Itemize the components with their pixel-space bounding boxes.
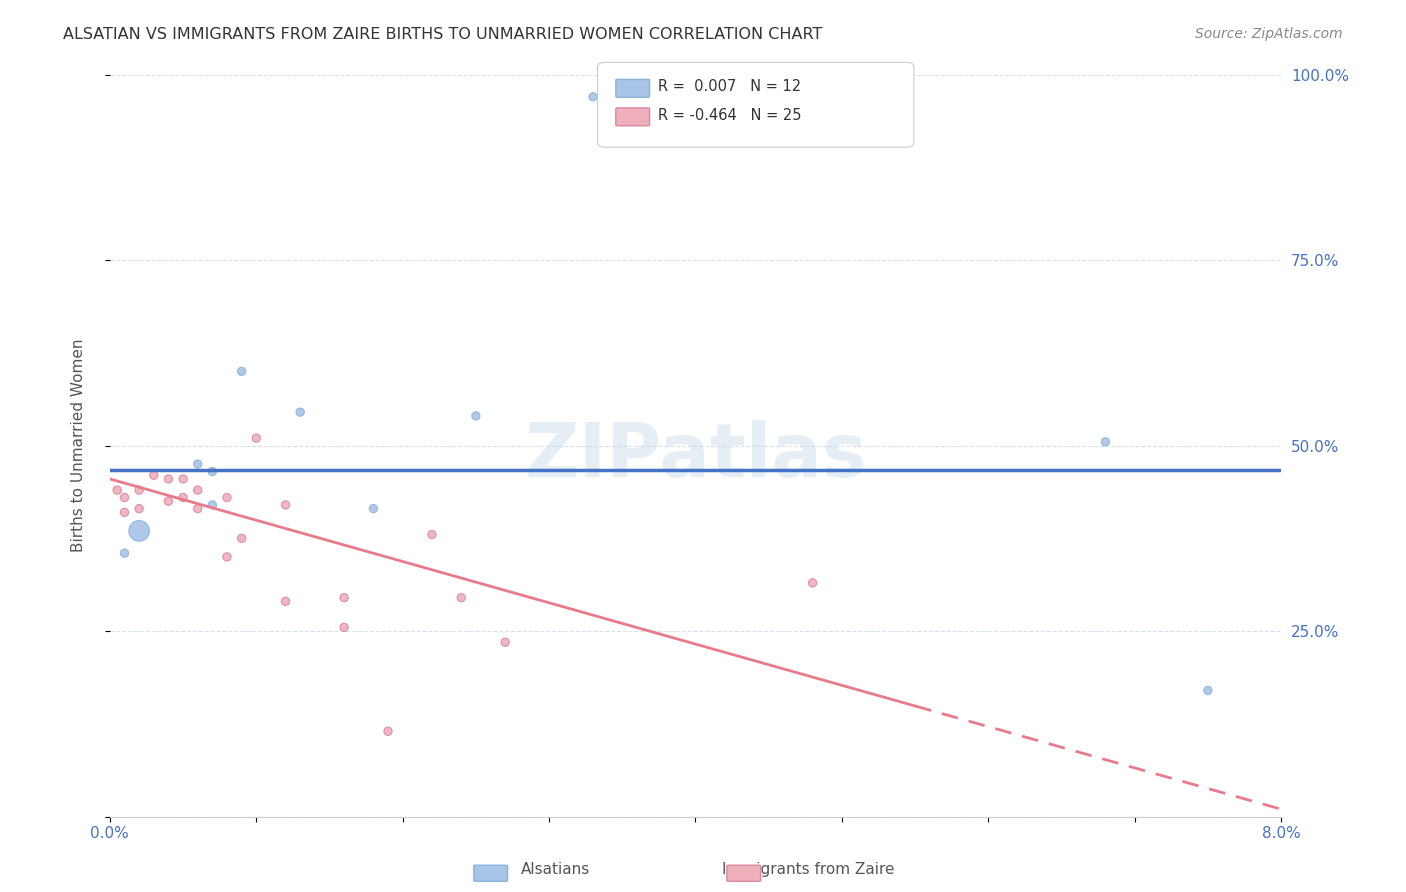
Text: R =  0.007   N = 12: R = 0.007 N = 12 (658, 79, 801, 94)
Point (114, 546, 136, 560)
Point (128, 483, 150, 497)
Point (215, 549, 238, 564)
Point (114, 505, 136, 519)
Point (142, 468, 165, 483)
Point (274, 594, 297, 608)
Point (464, 409, 486, 423)
Point (288, 405, 311, 419)
Point (187, 483, 209, 497)
Point (128, 524, 150, 538)
Point (187, 457, 209, 471)
Point (172, 491, 194, 505)
Point (420, 527, 443, 541)
Point (494, 635, 516, 649)
Text: ZIPatlas: ZIPatlas (524, 420, 866, 493)
Point (231, 531, 253, 545)
Point (801, 575, 824, 590)
Point (114, 491, 136, 505)
Text: Source: ZipAtlas.com: Source: ZipAtlas.com (1195, 27, 1343, 41)
Point (201, 465, 224, 479)
Point (231, 364, 253, 378)
Point (201, 498, 224, 512)
Point (582, 90, 605, 104)
Y-axis label: Births to Unmarried Women: Births to Unmarried Women (72, 339, 86, 552)
Point (105, 483, 128, 497)
Point (377, 724, 399, 739)
Text: ALSATIAN VS IMMIGRANTS FROM ZAIRE BIRTHS TO UNMARRIED WOMEN CORRELATION CHART: ALSATIAN VS IMMIGRANTS FROM ZAIRE BIRTHS… (63, 27, 823, 42)
Point (274, 498, 297, 512)
Point (172, 472, 194, 486)
Point (157, 494, 180, 508)
Text: R = -0.464   N = 25: R = -0.464 N = 25 (658, 109, 801, 123)
Point (363, 501, 385, 516)
Text: Alsatians: Alsatians (520, 863, 591, 877)
Point (215, 491, 238, 505)
Point (157, 472, 180, 486)
Point (245, 431, 267, 445)
Point (128, 501, 150, 516)
Point (1197, 683, 1219, 698)
Point (450, 591, 472, 605)
Point (333, 591, 356, 605)
Point (333, 620, 356, 634)
Text: Immigrants from Zaire: Immigrants from Zaire (723, 863, 894, 877)
Point (187, 501, 209, 516)
Point (1094, 434, 1116, 449)
